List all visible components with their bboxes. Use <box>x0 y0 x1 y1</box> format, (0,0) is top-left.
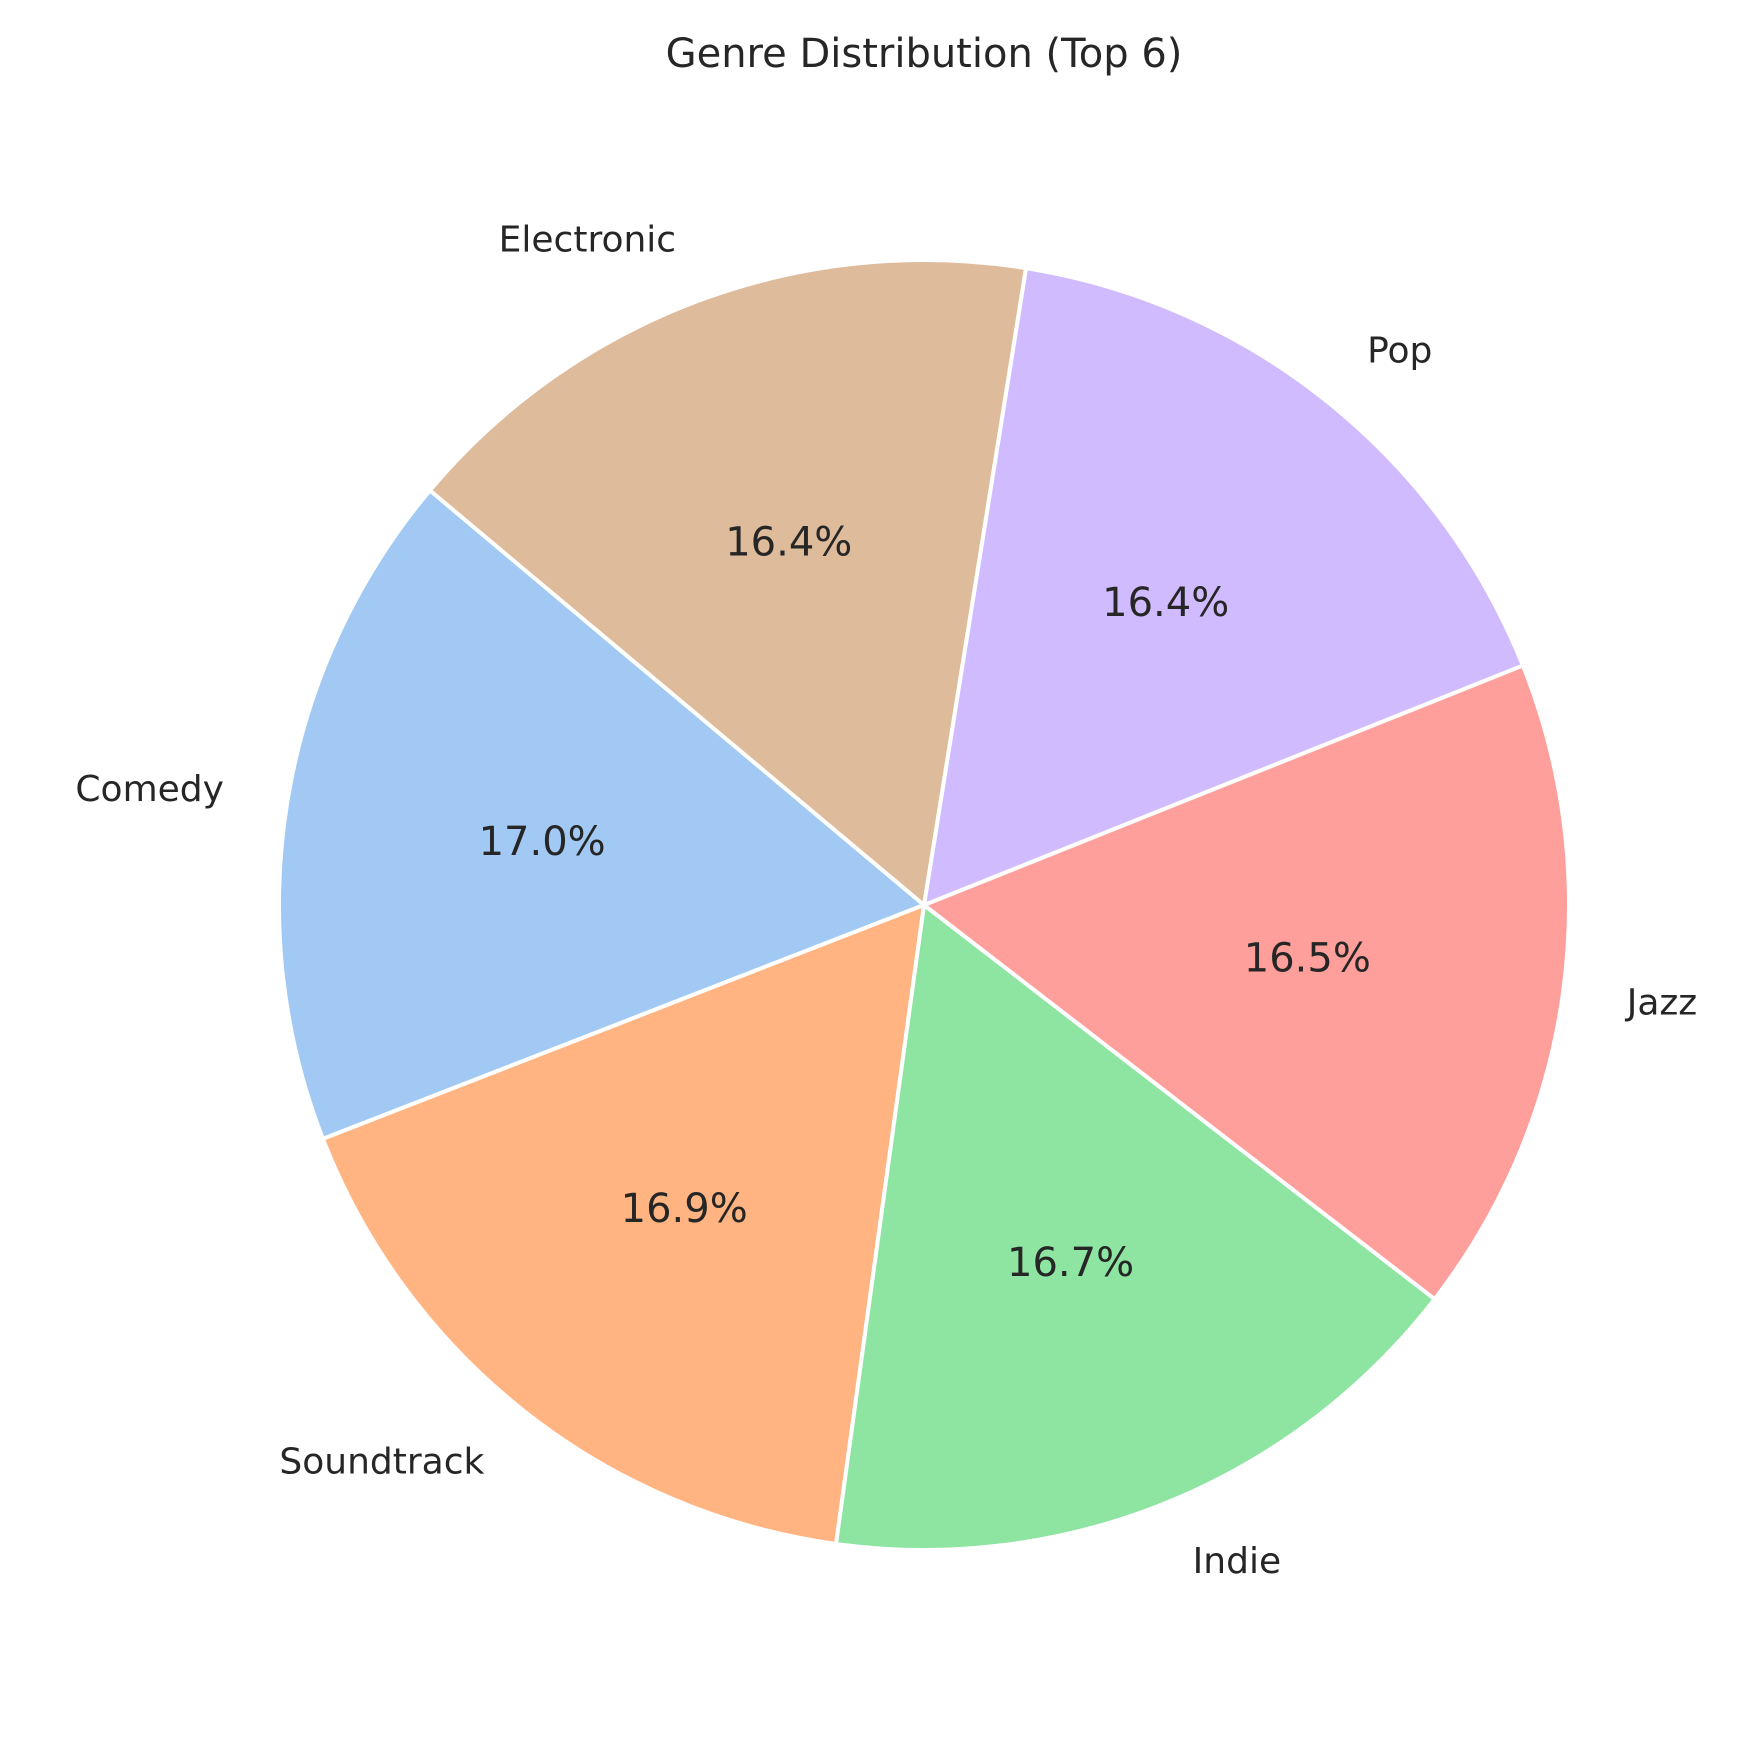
pie-slice-comedy <box>277 488 926 1141</box>
slice-percent-indie: 16.7% <box>1007 1240 1134 1286</box>
slice-label-pop: Pop <box>1367 330 1432 371</box>
slice-label-indie: Indie <box>1193 1541 1281 1582</box>
slice-label-jazz: Jazz <box>1625 982 1697 1023</box>
chart-title: Genre Distribution (Top 6) <box>666 31 1183 77</box>
pie-slices <box>277 258 1571 1552</box>
pie-slice-indie <box>834 903 1437 1552</box>
pie-slice-soundtrack <box>320 903 926 1546</box>
pie-slice-jazz <box>922 663 1571 1302</box>
pie-labels: Comedy 17.0% Soundtrack 16.9% Indie 16.7% Jazz… <box>75 220 1697 1582</box>
slice-percent-soundtrack: 16.9% <box>621 1186 748 1232</box>
slice-label-comedy: Comedy <box>75 769 224 810</box>
slice-percent-comedy: 17.0% <box>479 819 606 865</box>
slice-percent-electronic: 16.4% <box>725 519 852 565</box>
slice-label-electronic: Electronic <box>499 220 676 261</box>
slice-percent-jazz: 16.5% <box>1244 935 1371 981</box>
slice-label-soundtrack: Soundtrack <box>279 1441 484 1482</box>
slice-percent-pop: 16.4% <box>1102 580 1229 626</box>
pie-slice-pop <box>922 266 1525 907</box>
pie-slice-electronic <box>427 258 1028 907</box>
